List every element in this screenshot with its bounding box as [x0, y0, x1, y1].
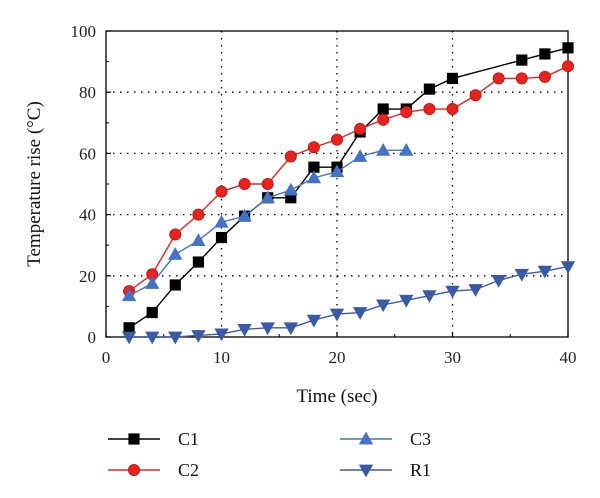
data-point-c1 [377, 103, 389, 115]
data-point-r1 [422, 290, 437, 304]
data-point-c3 [121, 288, 137, 302]
data-point-c2 [169, 228, 182, 241]
data-point-c2 [492, 72, 505, 85]
axis-ticks: 0 10 20 30 40 0 20 40 60 80 100 [71, 22, 577, 367]
data-point-c3 [352, 149, 368, 162]
data-point-r1 [491, 274, 506, 288]
x-tick-label: 0 [102, 348, 111, 367]
data-point-c2 [377, 113, 390, 126]
legend-label-c1: C1 [178, 429, 199, 449]
data-point-c1 [123, 322, 135, 334]
data-point-c2 [562, 60, 575, 73]
grid-lines [106, 31, 568, 337]
data-point-c2 [261, 177, 274, 190]
data-point-r1 [121, 331, 137, 345]
legend-item-c3: C3 [340, 429, 431, 449]
data-point-r1 [468, 284, 483, 297]
data-point-c2 [423, 103, 436, 116]
data-point-r1 [145, 331, 160, 345]
data-point-c2 [515, 72, 528, 85]
data-point-c3 [399, 143, 414, 156]
data-point-c1 [423, 83, 436, 95]
legend: C1 C2 C3 R1 [108, 429, 431, 480]
data-point-r1 [214, 328, 229, 342]
y-tick-label: 60 [79, 144, 96, 163]
legend-label-c2: C2 [178, 460, 199, 480]
legend-marker-c2 [127, 463, 140, 476]
data-point-c1 [192, 256, 204, 268]
series-c2 [123, 60, 575, 298]
data-point-r1 [237, 323, 252, 337]
legend-item-r1: R1 [340, 460, 431, 480]
data-point-r1 [399, 294, 414, 308]
data-point-c2 [446, 103, 459, 116]
data-point-c3 [283, 182, 298, 196]
data-point-c1 [169, 279, 181, 291]
data-point-c2 [469, 89, 482, 102]
data-point-c2 [238, 177, 251, 190]
series-line-c1 [128, 47, 569, 329]
legend-label-r1: R1 [410, 460, 431, 480]
data-point-c3 [191, 233, 206, 247]
series-c1 [123, 42, 574, 334]
data-point-r1 [537, 265, 553, 279]
series-r1 [121, 261, 576, 345]
data-point-r1 [514, 268, 529, 282]
data-point-r1 [306, 314, 322, 328]
data-point-c3 [376, 143, 391, 156]
data-point-r1 [329, 308, 345, 322]
series-c3 [121, 143, 414, 302]
data-point-r1 [376, 299, 391, 313]
y-tick-label: 100 [71, 22, 97, 41]
data-point-c3 [145, 276, 160, 289]
data-point-c1 [446, 72, 459, 85]
data-point-r1 [445, 285, 460, 299]
y-tick-label: 40 [79, 206, 96, 225]
legend-marker-r1 [358, 464, 374, 478]
data-point-c2 [307, 141, 320, 154]
legend-marker-c3 [358, 431, 374, 445]
data-point-c1 [215, 231, 228, 244]
x-tick-label: 20 [329, 348, 346, 367]
series-line-c3 [128, 149, 407, 297]
series-group [121, 42, 576, 345]
legend-label-c3: C3 [410, 429, 431, 449]
legend-marker-c1 [128, 433, 140, 445]
legend-item-c1: C1 [108, 429, 199, 449]
y-axis-title: Temperature rise (°C) [24, 101, 45, 267]
data-point-c2 [284, 150, 297, 163]
x-tick-label: 10 [213, 348, 230, 367]
data-point-c2 [330, 133, 343, 146]
data-point-c2 [192, 208, 205, 221]
y-tick-label: 80 [79, 83, 96, 102]
data-point-r1 [260, 322, 275, 336]
data-point-c1 [516, 54, 528, 66]
data-point-c3 [306, 170, 322, 184]
data-point-c3 [329, 164, 345, 178]
data-point-c3 [237, 208, 252, 222]
data-point-r1 [283, 322, 298, 336]
legend-item-c2: C2 [108, 460, 199, 480]
data-point-r1 [191, 330, 206, 343]
data-point-c3 [214, 214, 229, 228]
data-point-c1 [539, 48, 551, 60]
x-tick-label: 30 [444, 348, 461, 367]
data-point-r1 [168, 331, 183, 345]
data-point-c2 [215, 185, 228, 198]
data-point-c3 [260, 190, 275, 204]
data-point-r1 [352, 307, 368, 320]
y-tick-label: 20 [79, 267, 96, 286]
x-tick-label: 40 [560, 348, 577, 367]
data-point-c2 [538, 70, 551, 83]
data-point-c2 [354, 122, 367, 135]
x-axis-title: Time (sec) [296, 386, 377, 407]
y-tick-label: 0 [88, 328, 97, 347]
data-point-c1 [562, 42, 574, 54]
data-point-r1 [560, 261, 576, 274]
data-point-c1 [146, 306, 158, 319]
data-point-c3 [168, 247, 183, 260]
data-point-c2 [400, 106, 413, 119]
